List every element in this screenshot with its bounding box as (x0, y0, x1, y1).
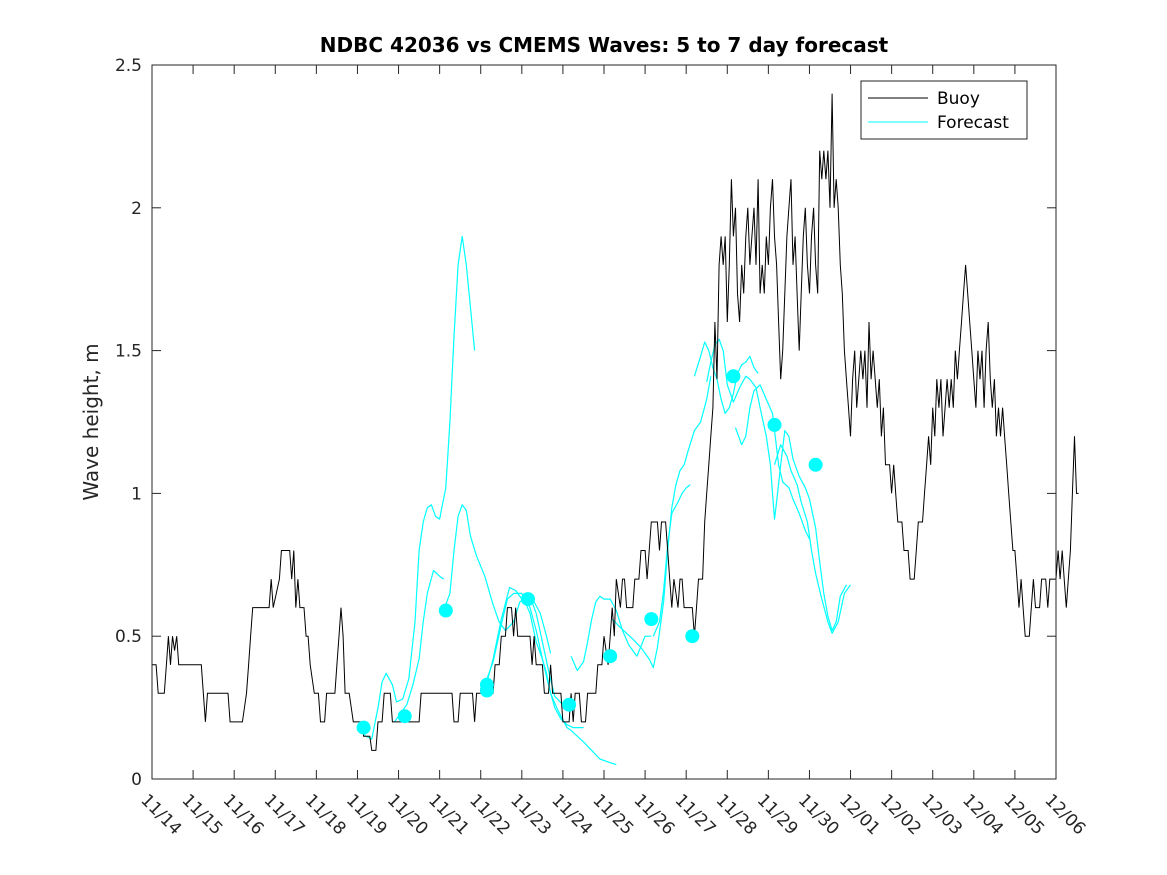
forecast-marker-9 (644, 612, 659, 627)
y-axis: 0 0.5 1 1.5 2 2.5 (115, 56, 1056, 790)
forecast-line-3 (443, 504, 617, 766)
forecast-marker-13 (808, 457, 823, 472)
legend: Buoy Forecast (860, 80, 1028, 140)
forecast-line-11 (706, 338, 847, 632)
forecast-marker-5 (479, 677, 494, 692)
forecast-marker-2 (397, 709, 412, 724)
forecast-line-9 (652, 484, 691, 637)
forecast-line-7 (570, 595, 652, 672)
y-tick-label: 0 (131, 770, 142, 790)
forecast-line-1 (359, 235, 476, 740)
forecast-line-13 (773, 444, 851, 634)
y-tick-label: 0.5 (115, 627, 142, 647)
forecast-marker-11 (726, 369, 741, 384)
y-tick-label: 2 (131, 199, 142, 219)
forecast-marker-6 (521, 592, 535, 607)
forecast-line-12 (734, 384, 811, 540)
y-tick-label: 2.5 (115, 56, 142, 76)
legend-label-buoy: Buoy (937, 89, 980, 109)
forecast-marker-12 (767, 417, 782, 432)
forecast-marker-10 (685, 629, 700, 644)
chart-title: NDBC 42036 vs CMEMS Waves: 5 to 7 day fo… (320, 33, 889, 57)
forecast-line-4 (484, 592, 584, 729)
forecast-marker-7 (562, 697, 577, 712)
forecast-marker-3 (438, 603, 453, 618)
legend-label-forecast: Forecast (937, 113, 1009, 133)
buoy-line (152, 93, 1079, 751)
series-layer (152, 93, 1079, 766)
y-tick-label: 1.5 (115, 342, 142, 362)
legend-box (860, 80, 1028, 140)
forecast-line-10 (693, 341, 759, 414)
forecast-marker-1 (356, 720, 371, 735)
y-tick-label: 1 (131, 484, 142, 504)
forecast-marker-8 (603, 649, 618, 664)
y-axis-title: Wave height, m (79, 343, 103, 500)
